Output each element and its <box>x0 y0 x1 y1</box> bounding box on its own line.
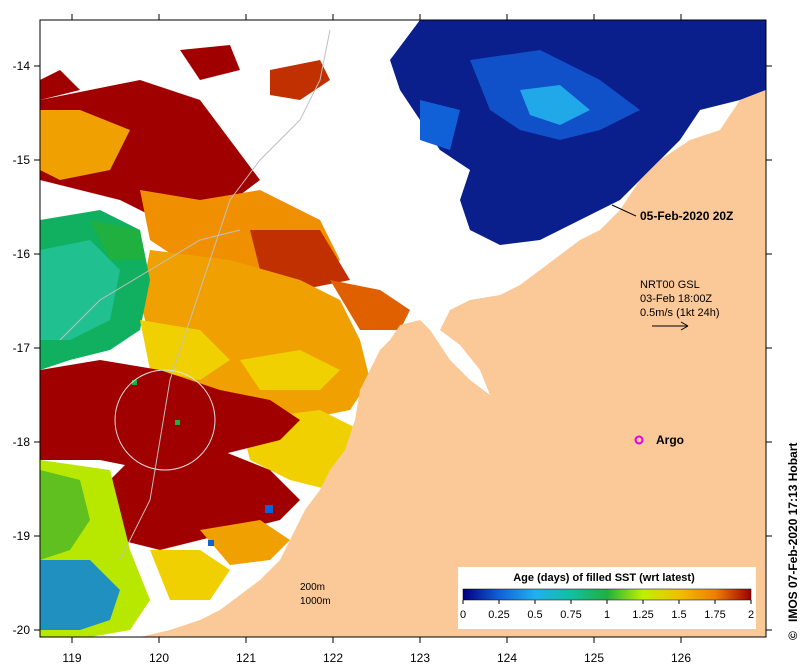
contour-legend-200m: 200m <box>300 582 325 593</box>
age-legend: Age (days) of filled SST (wrt latest) 0 … <box>458 567 756 629</box>
timestamp-leader <box>611 204 637 217</box>
lon-tick-126: 126 <box>671 651 691 665</box>
lat-tick-19: -19 <box>13 529 31 543</box>
sst-age-patches <box>40 20 766 637</box>
credit-block: © IMOS 07-Feb-2020 17:13 Hobart <box>786 443 800 640</box>
contour-legend: 200m 1000m <box>300 582 331 607</box>
lat-tick-15: -15 <box>13 153 31 167</box>
lat-labels: -14 -15 -16 -17 -18 -19 -20 <box>13 59 31 637</box>
age-legend-tick-15: 1.5 <box>671 609 686 621</box>
lon-tick-121: 121 <box>236 651 256 665</box>
plot-frame <box>39 19 767 638</box>
age-legend-tick-2: 2 <box>748 609 754 621</box>
argo-icon[interactable] <box>634 435 644 445</box>
age-legend-tick-075: 0.75 <box>560 609 581 621</box>
lon-tick-123: 123 <box>410 651 430 665</box>
lat-tick-17: -17 <box>13 341 31 355</box>
lon-tick-120: 120 <box>149 651 169 665</box>
age-legend-tick-0: 0 <box>460 609 466 621</box>
current-info-line2: 03-Feb 18:00Z <box>640 293 712 305</box>
current-info-line3: 0.5m/s (1kt 24h) <box>640 307 719 319</box>
lon-tick-125: 125 <box>584 651 604 665</box>
land-australia <box>140 90 766 637</box>
scale-arrow-icon <box>680 321 689 331</box>
timestamp-label: 05-Feb-2020 20Z <box>640 209 733 223</box>
lat-tick-16: -16 <box>13 247 31 261</box>
contour-seamount <box>114 369 216 471</box>
contour-200m <box>119 29 331 561</box>
lat-tick-20: -20 <box>13 623 31 637</box>
age-legend-tick-025: 0.25 <box>488 609 509 621</box>
age-legend-tick-1: 1 <box>604 609 610 621</box>
age-legend-tick-125: 1.25 <box>632 609 653 621</box>
argo-marker[interactable]: Argo <box>634 433 685 447</box>
lon-labels: 119 120 121 122 123 124 125 126 <box>62 651 691 665</box>
lon-tick-122: 122 <box>323 651 343 665</box>
lon-tick-119: 119 <box>62 651 81 665</box>
copyright-icon: © <box>786 631 800 640</box>
age-legend-colorbar <box>462 588 752 601</box>
age-legend-tick-175: 1.75 <box>704 609 725 621</box>
lon-tick-124: 124 <box>497 651 517 665</box>
age-legend-title: Age (days) of filled SST (wrt latest) <box>513 572 695 584</box>
credit-text: IMOS 07-Feb-2020 17:13 Hobart <box>786 443 800 622</box>
lat-tick-18: -18 <box>13 435 31 449</box>
axis-ticks <box>34 14 772 643</box>
lat-tick-14: -14 <box>13 59 31 73</box>
contour-1000m <box>59 229 241 341</box>
current-info-line1: NRT00 GSL <box>640 279 700 291</box>
argo-label: Argo <box>656 433 684 447</box>
age-legend-tick-05: 0.5 <box>527 609 542 621</box>
current-info: NRT00 GSL 03-Feb 18:00Z 0.5m/s (1kt 24h) <box>640 279 719 331</box>
contour-legend-1000m: 1000m <box>300 596 331 607</box>
